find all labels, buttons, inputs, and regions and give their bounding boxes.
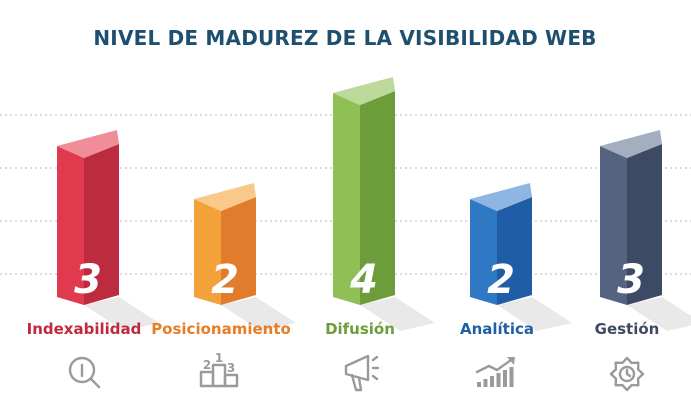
bar-analítica: 2 (470, 183, 532, 305)
magnifier-icon (68, 356, 101, 389)
bar-shadow (360, 297, 435, 331)
bar-shadow (84, 297, 159, 331)
bar-side-face (221, 197, 256, 305)
bar-top-face (470, 183, 532, 211)
bar-top-face (600, 130, 662, 158)
svg-text:1: 1 (215, 351, 223, 365)
svg-text:3: 3 (227, 361, 235, 375)
bar-top-face (194, 183, 256, 211)
bar-posicionamiento: 2 (194, 183, 256, 305)
category-icons: 2 13 (68, 351, 645, 392)
bar-side-face (627, 144, 662, 305)
bar-front-face (470, 199, 497, 305)
bar-shadow (627, 297, 691, 331)
bar-difusión: 4 (333, 77, 395, 305)
bar-shadows (84, 297, 691, 331)
bar-side-face (497, 197, 532, 305)
category-label: Gestión (595, 320, 660, 338)
bar-value-label: 2 (211, 257, 239, 303)
bar-value-label: 3 (617, 257, 645, 303)
bar-top-face (333, 77, 395, 105)
bar-value-label: 3 (74, 257, 102, 303)
bar-shadow (221, 297, 296, 331)
bar-value-label: 4 (349, 257, 378, 303)
bar-side-face (84, 144, 119, 305)
bar-top-face (57, 130, 119, 158)
category-label: Analítica (460, 320, 534, 338)
bar-shadow (497, 297, 572, 331)
svg-text:2: 2 (203, 358, 211, 372)
category-label: Indexabilidad (27, 320, 142, 338)
category-label: Posicionamiento (151, 320, 291, 338)
gear-clock-icon (609, 356, 645, 392)
category-labels: Indexabilidad Posicionamiento Difusión Anal… (27, 320, 660, 338)
bar-front-face (194, 199, 221, 305)
bar-indexabilidad: 3 (57, 130, 119, 305)
bar-gestión: 3 (600, 130, 662, 305)
bar-front-face (57, 146, 84, 305)
bar-front-face (333, 93, 360, 305)
megaphone-icon (344, 354, 380, 392)
bar-side-face (360, 91, 395, 305)
chart-title: NIVEL DE MADUREZ DE LA VISIBILIDAD WEB (93, 26, 596, 50)
bar-value-label: 2 (487, 257, 515, 303)
growth-chart-icon (475, 357, 515, 387)
bar-front-face (600, 146, 627, 305)
podium-icon: 2 13 (199, 351, 239, 388)
bars: 3 2 4 2 3 (57, 77, 662, 305)
category-label: Difusión (325, 320, 395, 338)
